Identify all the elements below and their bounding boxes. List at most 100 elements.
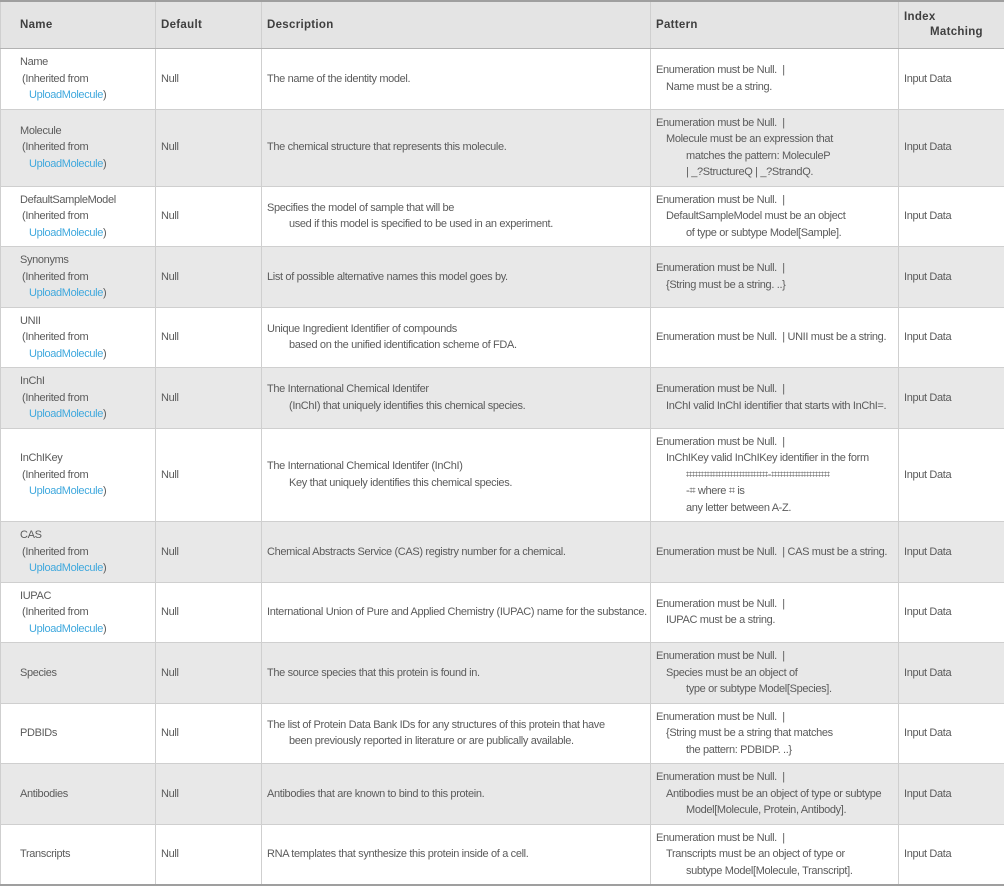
column-header-description: Description — [262, 1, 651, 49]
pattern-line: the pattern: PDBIDP. ..} — [656, 742, 894, 759]
description-cell: The chemical structure that represents t… — [262, 109, 651, 186]
field-name: Name — [20, 54, 151, 71]
pattern-line: InChIKey valid InChIKey identifier in th… — [656, 450, 894, 467]
description-line: The International Chemical Identifer (In… — [267, 458, 646, 475]
inherited-line: UploadMolecule) — [20, 406, 151, 423]
default-cell: Null — [156, 109, 262, 186]
default-cell: Null — [156, 186, 262, 247]
inherited-line: UploadMolecule) — [20, 621, 151, 638]
index-cell: Input Data — [899, 522, 1004, 583]
inherited-line: UploadMolecule) — [20, 346, 151, 363]
index-cell: Input Data — [899, 428, 1004, 522]
pattern-line: Molecule must be an expression that — [656, 131, 894, 148]
pattern-cell: Enumeration must be Null. | CAS must be … — [651, 522, 899, 583]
default-value: Null — [161, 544, 257, 561]
default-cell: Null — [156, 824, 262, 885]
name-cell: Name (Inherited from UploadMolecule) — [1, 49, 156, 110]
header-row: Name Default Description Pattern Index M… — [1, 1, 1004, 49]
default-value: Null — [161, 390, 257, 407]
pattern-cell: Enumeration must be Null. |Name must be … — [651, 49, 899, 110]
default-value: Null — [161, 467, 257, 484]
pattern-line: matches the pattern: MoleculeP — [656, 148, 894, 165]
pattern-line: ⌗⌗⌗⌗⌗⌗⌗⌗⌗⌗⌗⌗⌗⌗-⌗⌗⌗⌗⌗⌗⌗⌗⌗⌗ — [656, 467, 894, 484]
field-name: UNII — [20, 313, 151, 330]
table-body: Name (Inherited from UploadMolecule) Nul… — [1, 49, 1004, 886]
inherited-line: UploadMolecule) — [20, 285, 151, 302]
pattern-cell: Enumeration must be Null. |{String must … — [651, 247, 899, 308]
description-line: The source species that this protein is … — [267, 665, 646, 682]
index-matching-value: Input Data — [904, 786, 1000, 803]
index-cell: Input Data — [899, 582, 1004, 643]
description-cell: Unique Ingredient Identifier of compound… — [262, 307, 651, 368]
index-matching-value: Input Data — [904, 665, 1000, 682]
name-cell: Species — [1, 643, 156, 704]
pattern-line: Species must be an object of — [656, 665, 894, 682]
inherited-prefix: (Inherited from — [20, 390, 151, 407]
table-row: Species Null The source species that thi… — [1, 643, 1004, 704]
pattern-line: Enumeration must be Null. | — [656, 260, 894, 277]
inherited-prefix: (Inherited from — [20, 208, 151, 225]
table-header: Name Default Description Pattern Index M… — [1, 1, 1004, 49]
name-cell: Antibodies — [1, 764, 156, 825]
pattern-line: {String must be a string that matches — [656, 725, 894, 742]
inherited-model-link[interactable]: UploadMolecule — [29, 158, 103, 170]
inherited-model-link[interactable]: UploadMolecule — [29, 89, 103, 101]
pattern-line: Enumeration must be Null. | — [656, 648, 894, 665]
inherited-prefix: (Inherited from — [20, 604, 151, 621]
inherited-model-link[interactable]: UploadMolecule — [29, 348, 103, 360]
pattern-cell: Enumeration must be Null. |Antibodies mu… — [651, 764, 899, 825]
default-value: Null — [161, 269, 257, 286]
name-cell: InChIKey (Inherited from UploadMolecule) — [1, 428, 156, 522]
name-cell: Synonyms (Inherited from UploadMolecule) — [1, 247, 156, 308]
default-cell: Null — [156, 643, 262, 704]
inherited-note: (Inherited from UploadMolecule) — [20, 269, 151, 302]
pattern-line: DefaultSampleModel must be an object — [656, 208, 894, 225]
column-header-pattern: Pattern — [651, 1, 899, 49]
column-header-label: Index — [904, 10, 1000, 25]
inherited-suffix: ) — [103, 287, 106, 299]
index-cell: Input Data — [899, 824, 1004, 885]
description-line: RNA templates that synthesize this prote… — [267, 846, 646, 863]
pattern-line: Enumeration must be Null. | — [656, 596, 894, 613]
inherited-suffix: ) — [103, 227, 106, 239]
default-cell: Null — [156, 307, 262, 368]
field-name: InChIKey — [20, 450, 151, 467]
pattern-cell: Enumeration must be Null. |Molecule must… — [651, 109, 899, 186]
inherited-model-link[interactable]: UploadMolecule — [29, 485, 103, 497]
index-matching-value: Input Data — [904, 725, 1000, 742]
pattern-line: | _?StructureQ | _?StrandQ. — [656, 164, 894, 181]
inherited-note: (Inherited from UploadMolecule) — [20, 208, 151, 241]
column-header-label: Pattern — [656, 19, 698, 31]
pattern-line: Enumeration must be Null. | CAS must be … — [656, 544, 894, 561]
description-cell: Specifies the model of sample that will … — [262, 186, 651, 247]
pattern-cell: Enumeration must be Null. | UNII must be… — [651, 307, 899, 368]
pattern-line: Model[Molecule, Protein, Antibody]. — [656, 802, 894, 819]
default-value: Null — [161, 208, 257, 225]
index-cell: Input Data — [899, 247, 1004, 308]
table-row: Name (Inherited from UploadMolecule) Nul… — [1, 49, 1004, 110]
inherited-prefix: (Inherited from — [20, 544, 151, 561]
description-cell: The list of Protein Data Bank IDs for an… — [262, 703, 651, 764]
inherited-model-link[interactable]: UploadMolecule — [29, 408, 103, 420]
inherited-line: UploadMolecule) — [20, 483, 151, 500]
inherited-note: (Inherited from UploadMolecule) — [20, 71, 151, 104]
inherited-model-link[interactable]: UploadMolecule — [29, 623, 103, 635]
default-cell: Null — [156, 764, 262, 825]
pattern-line: Enumeration must be Null. | — [656, 62, 894, 79]
pattern-line: Enumeration must be Null. | — [656, 769, 894, 786]
table-row: PDBIDs Null The list of Protein Data Ban… — [1, 703, 1004, 764]
pattern-line: {String must be a string. ..} — [656, 277, 894, 294]
column-header-label: Name — [20, 19, 53, 31]
inherited-note: (Inherited from UploadMolecule) — [20, 390, 151, 423]
inherited-note: (Inherited from UploadMolecule) — [20, 604, 151, 637]
pattern-line: Enumeration must be Null. | — [656, 115, 894, 132]
index-matching-value: Input Data — [904, 329, 1000, 346]
description-line: Specifies the model of sample that will … — [267, 200, 646, 217]
description-line: Chemical Abstracts Service (CAS) registr… — [267, 544, 646, 561]
pattern-line: Enumeration must be Null. | — [656, 434, 894, 451]
inherited-model-link[interactable]: UploadMolecule — [29, 287, 103, 299]
field-name: Transcripts — [20, 846, 151, 863]
description-line: Unique Ingredient Identifier of compound… — [267, 321, 646, 338]
inherited-model-link[interactable]: UploadMolecule — [29, 227, 103, 239]
inherited-model-link[interactable]: UploadMolecule — [29, 562, 103, 574]
